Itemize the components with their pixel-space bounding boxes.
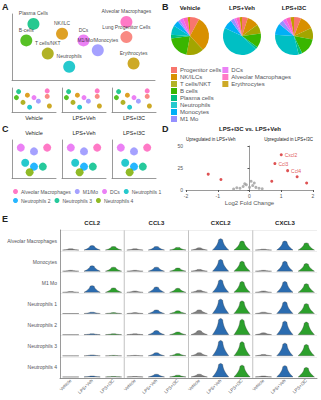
svg-text:M1 Mo: M1 Mo — [180, 116, 199, 122]
svg-text:1: 1 — [280, 193, 283, 199]
svg-text:DCs: DCs — [110, 189, 120, 195]
svg-text:LPS+Veh: LPS+Veh — [72, 130, 95, 136]
svg-text:Alveolar Macrophages: Alveolar Macrophages — [21, 189, 71, 195]
svg-text:CXCL3: CXCL3 — [275, 220, 295, 226]
svg-text:C: C — [2, 124, 9, 134]
svg-text:CXCL2: CXCL2 — [211, 220, 231, 226]
svg-text:LPS+I3C vs. LPS+Veh: LPS+I3C vs. LPS+Veh — [219, 126, 281, 132]
svg-text:M1 Mo: M1 Mo — [42, 280, 58, 286]
svg-text:LPS+Veh: LPS+Veh — [77, 378, 94, 395]
svg-text:Vehicle: Vehicle — [59, 378, 73, 392]
svg-text:Alveolar Macrophages: Alveolar Macrophages — [102, 8, 152, 14]
svg-text:LPS+I3C: LPS+I3C — [292, 378, 309, 395]
svg-text:LPS+Veh: LPS+Veh — [229, 5, 255, 11]
svg-text:Alveolar Macrophages: Alveolar Macrophages — [7, 238, 57, 244]
svg-text:M1/Mo/Monocytes: M1/Mo/Monocytes — [77, 37, 118, 43]
svg-text:Ccl3: Ccl3 — [278, 161, 288, 167]
svg-text:Neutrophils 4: Neutrophils 4 — [104, 198, 134, 204]
svg-text:LPS+I3C: LPS+I3C — [99, 378, 116, 395]
svg-text:Cxcl2: Cxcl2 — [285, 152, 298, 158]
svg-text:Vehicle: Vehicle — [251, 378, 265, 392]
svg-text:LPS+I3C: LPS+I3C — [123, 130, 145, 136]
svg-text:Alveolar Macrophages: Alveolar Macrophages — [231, 74, 291, 80]
svg-text:CCL2: CCL2 — [84, 220, 100, 226]
svg-text:Neutrophils 2: Neutrophils 2 — [21, 198, 51, 204]
svg-text:NK/ILCs: NK/ILCs — [180, 74, 202, 80]
svg-text:Vehicle: Vehicle — [25, 115, 43, 121]
svg-text:LPS+Veh: LPS+Veh — [206, 378, 223, 395]
svg-text:DCs: DCs — [79, 27, 89, 33]
svg-text:0: 0 — [248, 193, 251, 199]
svg-text:-2: -2 — [184, 193, 189, 199]
svg-text:LPS+Veh: LPS+Veh — [72, 115, 95, 121]
svg-text:T cells/NKT: T cells/NKT — [180, 81, 211, 87]
svg-text:Log2 Fold Change: Log2 Fold Change — [225, 200, 275, 206]
svg-text:Plasma cells: Plasma cells — [180, 95, 214, 101]
svg-text:Upregulated in LPS+Veh: Upregulated in LPS+Veh — [186, 137, 236, 142]
svg-text:Ccl4: Ccl4 — [291, 168, 301, 174]
svg-text:Neutrophils: Neutrophils — [180, 102, 210, 108]
svg-text:LPS+Veh: LPS+Veh — [141, 378, 158, 395]
svg-text:B cells: B cells — [180, 88, 198, 94]
svg-text:LPS+I3C: LPS+I3C — [163, 378, 180, 395]
svg-text:Neutrophils 3: Neutrophils 3 — [28, 343, 58, 349]
svg-text:50: 50 — [177, 143, 183, 149]
svg-text:LPS+I3C: LPS+I3C — [227, 378, 244, 395]
svg-text:Monocytes: Monocytes — [180, 109, 209, 115]
svg-text:LPS+I3C: LPS+I3C — [123, 115, 145, 121]
svg-text:Neutrophils 1: Neutrophils 1 — [28, 301, 58, 307]
svg-text:B: B — [162, 2, 169, 12]
svg-text:NK/ILC: NK/ILC — [54, 20, 71, 26]
svg-text:T cells/NKT: T cells/NKT — [35, 40, 61, 46]
svg-text:CCL3: CCL3 — [149, 220, 165, 226]
svg-text:D: D — [162, 124, 169, 134]
svg-text:Upregulated in LPS+I3C: Upregulated in LPS+I3C — [264, 137, 313, 142]
svg-text:Neutrophils 2: Neutrophils 2 — [28, 322, 58, 328]
svg-text:M1/Mo: M1/Mo — [83, 189, 99, 195]
svg-text:Vehicle: Vehicle — [187, 378, 201, 392]
svg-text:E: E — [2, 214, 8, 224]
svg-text:Progenitor cells: Progenitor cells — [180, 67, 221, 73]
svg-text:Neutrophils 3: Neutrophils 3 — [62, 198, 92, 204]
svg-text:LPS+Veh: LPS+Veh — [270, 378, 287, 395]
svg-text:Plasma Cells: Plasma Cells — [19, 10, 49, 16]
svg-text:25: 25 — [177, 165, 183, 171]
svg-text:Vehicle: Vehicle — [180, 5, 201, 11]
svg-text:Vehicle: Vehicle — [25, 130, 43, 136]
svg-text:DCs: DCs — [231, 67, 243, 73]
svg-text:2: 2 — [312, 193, 315, 199]
svg-text:Lung Progenitor Cells: Lung Progenitor Cells — [102, 24, 151, 30]
svg-text:Monocytes: Monocytes — [33, 259, 58, 265]
svg-text:A: A — [2, 2, 9, 12]
svg-text:Erythrocytes: Erythrocytes — [231, 81, 264, 87]
svg-text:Vehicle: Vehicle — [123, 378, 137, 392]
svg-text:Erythrocytes: Erythrocytes — [120, 50, 148, 56]
svg-text:Neutrophils: Neutrophils — [57, 53, 83, 59]
svg-text:Neutrophils 1: Neutrophils 1 — [132, 189, 162, 195]
svg-text:0: 0 — [180, 187, 183, 193]
svg-text:Neutrophils 4: Neutrophils 4 — [28, 364, 58, 370]
svg-text:B-cells: B-cells — [19, 27, 35, 33]
svg-text:LPS+I3C: LPS+I3C — [282, 5, 307, 11]
svg-text:-1: -1 — [216, 193, 221, 199]
